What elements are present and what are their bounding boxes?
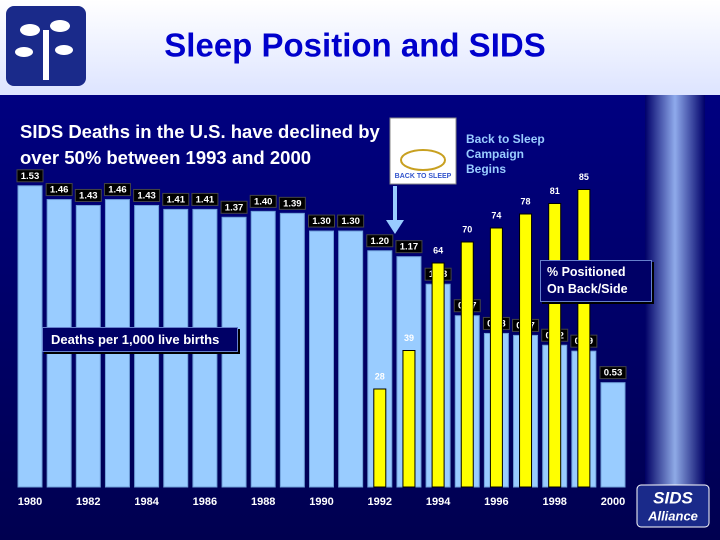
value-label: 1.41 <box>196 194 215 205</box>
footer-logo-line1: SIDS <box>653 488 693 507</box>
value-label: 78 <box>521 196 531 206</box>
x-tick-label: 2000 <box>601 496 625 508</box>
legend-deaths: Deaths per 1,000 live births <box>42 327 238 352</box>
value-label: 1.30 <box>312 216 331 227</box>
badge-icon <box>400 149 446 171</box>
x-tick-label: 1980 <box>18 496 42 508</box>
value-label: 1.53 <box>21 171 40 182</box>
badge-text: BACK TO SLEEP <box>395 173 452 180</box>
bar <box>402 350 416 488</box>
arrow-head <box>386 220 404 234</box>
value-label: 70 <box>462 224 472 234</box>
bar <box>250 210 276 488</box>
value-label: 1.20 <box>371 236 390 247</box>
value-label-box <box>337 214 365 228</box>
bar <box>600 382 626 488</box>
value-label-box <box>278 196 306 210</box>
slide-title: Sleep Position and SIDS <box>164 27 545 64</box>
value-label-box <box>599 366 627 380</box>
bar <box>221 216 247 488</box>
value-label-box <box>74 188 102 202</box>
legend-positioned: % Positioned On Back/Side <box>540 260 652 302</box>
bar <box>17 185 43 488</box>
value-label-box <box>220 200 248 214</box>
footer-logo <box>636 484 710 528</box>
footer-logo-line2: Alliance <box>647 508 698 523</box>
x-tick-label: 1986 <box>193 496 217 508</box>
value-label-box <box>249 194 277 208</box>
value-label: 28 <box>375 371 385 381</box>
x-tick-label: 1990 <box>309 496 333 508</box>
value-label: 1.43 <box>79 190 98 201</box>
value-label: 1.43 <box>137 190 156 201</box>
bar <box>577 189 591 488</box>
bar <box>373 388 387 488</box>
x-tick-label: 1984 <box>134 496 159 508</box>
value-label-box <box>308 214 335 228</box>
bar <box>338 230 364 488</box>
value-label: 1.40 <box>254 196 273 207</box>
bar <box>489 227 503 488</box>
value-label: 0.53 <box>604 368 623 379</box>
bar <box>279 212 305 488</box>
x-tick-label: 1998 <box>542 496 566 508</box>
x-tick-label: 1994 <box>426 496 451 508</box>
value-label-box <box>366 234 394 248</box>
value-label: 1.41 <box>167 194 186 205</box>
value-label: 1.39 <box>283 198 302 209</box>
value-label: 74 <box>491 210 501 220</box>
bar <box>309 230 334 488</box>
glow-column <box>645 95 705 515</box>
value-label: 1.46 <box>108 185 127 196</box>
value-label: 64 <box>433 245 443 255</box>
value-label: 81 <box>550 186 560 196</box>
value-label: 85 <box>579 172 589 182</box>
header <box>0 0 720 95</box>
value-label-box <box>16 169 44 183</box>
value-label: 1.30 <box>341 216 360 227</box>
x-tick-label: 1996 <box>484 496 508 508</box>
value-label: 1.37 <box>225 202 244 213</box>
annotation: Back to Sleep Campaign Begins <box>466 132 545 176</box>
value-label-box <box>162 192 190 206</box>
value-label-box <box>133 188 161 202</box>
bar <box>548 203 562 488</box>
logo-tree <box>15 20 73 80</box>
x-tick-label: 1992 <box>368 496 392 508</box>
value-label: 1.46 <box>50 185 69 196</box>
badge <box>389 117 457 185</box>
bar <box>460 241 474 488</box>
value-label: 39 <box>404 333 414 343</box>
value-label-box <box>45 183 73 197</box>
bar <box>431 262 445 488</box>
value-label: 1.17 <box>400 242 419 253</box>
x-tick-label: 1988 <box>251 496 275 508</box>
bar <box>519 213 533 488</box>
subtitle: SIDS Deaths in the U.S. have declined by… <box>20 121 380 168</box>
value-label-box <box>191 192 219 206</box>
value-label-box <box>395 240 423 254</box>
x-tick-label: 1982 <box>76 496 100 508</box>
value-label-box <box>103 183 131 197</box>
